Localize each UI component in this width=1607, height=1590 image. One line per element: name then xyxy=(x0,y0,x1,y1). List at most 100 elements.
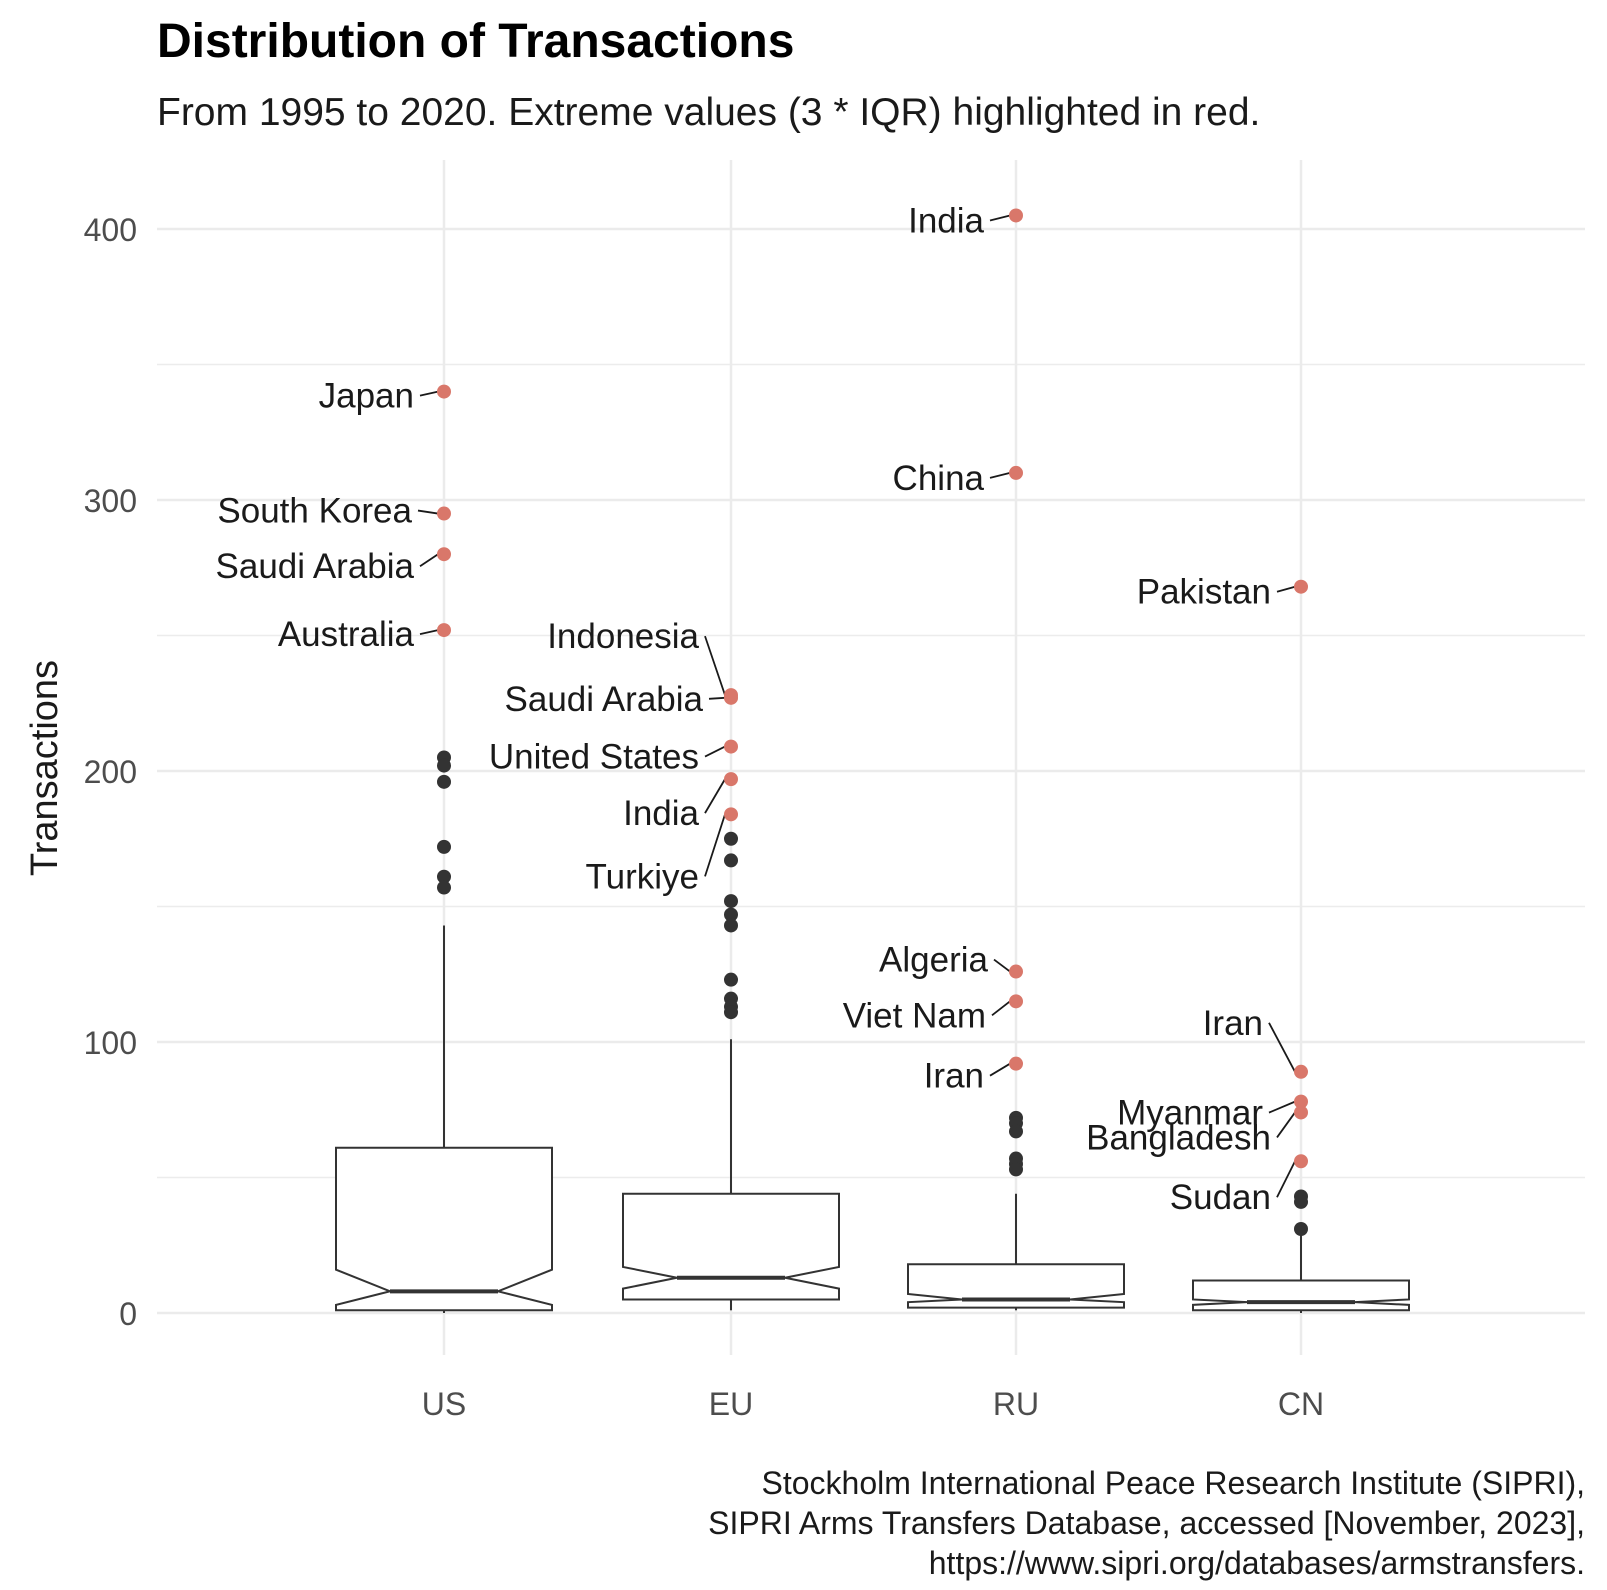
extreme-point xyxy=(437,506,451,521)
y-axis-ticks: 0 100 200 300 400 xyxy=(84,212,137,1332)
extreme-cn-sudan: Sudan xyxy=(1170,1154,1308,1217)
box-us xyxy=(335,925,553,1313)
extreme-point xyxy=(437,623,451,638)
outlier-point xyxy=(437,758,451,773)
label-leader-line xyxy=(989,472,1011,479)
extreme-point xyxy=(724,690,738,705)
extreme-eu-india: India xyxy=(623,772,738,833)
label-leader-line xyxy=(1268,1022,1296,1073)
extreme-points: Japan South Korea Saudi Arabia Australia Ind… xyxy=(216,201,1308,1217)
outlier-point xyxy=(724,853,738,868)
box-body xyxy=(335,1146,553,1312)
extreme-eu-indonesia: Indonesia xyxy=(547,617,738,703)
extreme-label: Bangladesh xyxy=(1086,1118,1271,1157)
extreme-point xyxy=(1009,964,1023,979)
extreme-point xyxy=(724,739,738,754)
box-eu xyxy=(622,1039,840,1311)
extreme-point xyxy=(1009,994,1023,1009)
extreme-us-japan: Japan xyxy=(319,377,451,416)
boxes xyxy=(335,925,1410,1313)
label-leader-line xyxy=(1276,1111,1296,1138)
extreme-point xyxy=(724,772,738,787)
extreme-point xyxy=(1009,208,1023,223)
extreme-point xyxy=(1294,1064,1308,1079)
extreme-cn-iran: Iran xyxy=(1203,1004,1308,1079)
outlier-point xyxy=(1294,1194,1308,1209)
extreme-us-australia: Australia xyxy=(278,615,451,654)
x-axis-ticks: US EU RU CN xyxy=(422,1386,1324,1422)
outlier-point xyxy=(437,839,451,854)
outlier-point xyxy=(437,869,451,884)
extreme-ru-india: India xyxy=(908,201,1023,240)
extreme-label: Sudan xyxy=(1170,1178,1271,1217)
caption-line: https://www.sipri.org/databases/armstran… xyxy=(929,1545,1585,1581)
caption-line: SIPRI Arms Transfers Database, accessed … xyxy=(708,1505,1585,1541)
label-leader-line xyxy=(419,553,439,567)
box-body xyxy=(907,1263,1125,1309)
extreme-label: United States xyxy=(489,738,699,777)
label-leader-line xyxy=(704,778,726,814)
x-tick-label: EU xyxy=(709,1386,753,1422)
chart-subtitle: From 1995 to 2020. Extreme values (3 * I… xyxy=(157,91,1260,134)
box-cn xyxy=(1192,1231,1410,1313)
outlier-point xyxy=(724,918,738,933)
outlier-point xyxy=(724,972,738,987)
label-leader-line xyxy=(989,1062,1011,1077)
y-tick-label: 100 xyxy=(84,1025,137,1061)
chart-title: Distribution of Transactions xyxy=(157,15,794,68)
outlier-point xyxy=(724,831,738,846)
outlier-point xyxy=(437,880,451,895)
outlier-point xyxy=(437,774,451,789)
chart-caption: Stockholm International Peace Research I… xyxy=(708,1465,1585,1581)
x-tick-label: US xyxy=(422,1386,466,1422)
extreme-ru-viet-nam: Viet Nam xyxy=(843,994,1023,1035)
extreme-label: India xyxy=(908,201,984,240)
extreme-eu-turkiye: Turkiye xyxy=(586,807,738,896)
box-body xyxy=(1192,1279,1410,1312)
extreme-label: Iran xyxy=(1203,1004,1263,1043)
outlier-point xyxy=(1294,1221,1308,1236)
label-leader-line xyxy=(989,214,1011,222)
extreme-label: India xyxy=(623,794,699,833)
extreme-label: Iran xyxy=(924,1057,984,1096)
label-leader-line xyxy=(993,958,1011,973)
y-tick-label: 400 xyxy=(84,212,137,248)
y-tick-label: 300 xyxy=(84,483,137,519)
extreme-eu-united-states: United States xyxy=(489,738,738,777)
extreme-ru-algeria: Algeria xyxy=(879,941,1023,980)
extreme-ru-iran: Iran xyxy=(924,1056,1023,1096)
extreme-us-saudi-arabia: Saudi Arabia xyxy=(216,547,451,586)
extreme-label: Myanmar xyxy=(1117,1094,1263,1133)
label-leader-line xyxy=(1276,585,1296,593)
extreme-point xyxy=(1294,1094,1308,1109)
extreme-point xyxy=(724,807,738,822)
extreme-label: Algeria xyxy=(879,941,988,980)
extreme-label: Turkiye xyxy=(586,857,699,896)
extreme-cn-pakistan: Pakistan xyxy=(1137,573,1308,612)
extreme-us-south-korea: South Korea xyxy=(217,492,451,531)
extreme-ru-china: China xyxy=(893,459,1023,498)
extreme-point xyxy=(1294,1105,1308,1120)
extreme-point xyxy=(437,384,451,399)
outlier-point xyxy=(724,1005,738,1020)
label-leader-line xyxy=(417,509,439,515)
extreme-label: China xyxy=(893,459,985,498)
extreme-point xyxy=(1294,1154,1308,1169)
extreme-point xyxy=(1009,1056,1023,1071)
outlier-point xyxy=(724,907,738,922)
extreme-label: Viet Nam xyxy=(843,996,986,1035)
extreme-label: Japan xyxy=(319,377,414,416)
extreme-cn-myanmar: Myanmar xyxy=(1117,1094,1308,1133)
extreme-label: Indonesia xyxy=(547,617,699,656)
extreme-point xyxy=(1294,579,1308,594)
extreme-cn-bangladesh: Bangladesh xyxy=(1086,1105,1308,1157)
extreme-point xyxy=(437,547,451,562)
box-body xyxy=(622,1192,840,1301)
outlier-point xyxy=(1009,1124,1023,1139)
x-tick-label: CN xyxy=(1278,1386,1324,1422)
label-leader-line xyxy=(419,390,439,397)
outlier-points xyxy=(437,750,1308,1236)
caption-line: Stockholm International Peace Research I… xyxy=(762,1465,1586,1501)
extreme-label: South Korea xyxy=(217,492,412,531)
y-axis-label: Transactions xyxy=(24,660,66,876)
